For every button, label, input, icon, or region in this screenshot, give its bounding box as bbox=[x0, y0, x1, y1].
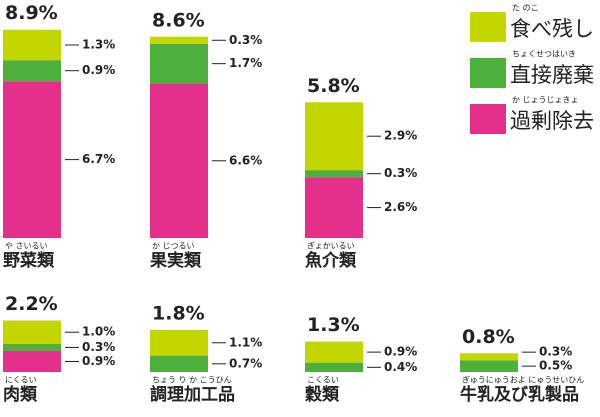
legend-reading: ちょくせつはいき bbox=[512, 50, 576, 59]
bar-segment bbox=[3, 343, 61, 351]
value-label: 0.3% bbox=[384, 166, 417, 180]
bar-segment bbox=[305, 170, 363, 178]
bar-segment bbox=[305, 102, 363, 171]
value-label: 0.3% bbox=[82, 340, 115, 354]
category-reading: ぎょかいるい bbox=[307, 241, 355, 251]
value-label: 0.7% bbox=[229, 356, 262, 370]
legend-label: 食べ残し bbox=[510, 17, 594, 41]
bar-segment bbox=[460, 360, 518, 372]
bar-segment bbox=[3, 81, 61, 238]
legend-swatch bbox=[470, 12, 506, 42]
bar-segment bbox=[150, 355, 208, 372]
category-label: 穀類 bbox=[305, 385, 340, 405]
value-label: 0.4% bbox=[384, 360, 417, 374]
total-label: 1.8% bbox=[152, 302, 205, 324]
total-label: 8.6% bbox=[152, 9, 205, 31]
bar-segment bbox=[3, 60, 61, 82]
bar-segment bbox=[150, 329, 208, 356]
legend-reading: か じょうじょきょ bbox=[512, 96, 579, 105]
value-label: 1.3% bbox=[82, 37, 115, 51]
bar-segment bbox=[305, 362, 363, 372]
category-reading: にくるい bbox=[5, 376, 37, 385]
value-label: 2.9% bbox=[384, 129, 417, 143]
total-label: 8.9% bbox=[5, 2, 58, 24]
bar-segment bbox=[150, 36, 208, 44]
value-label: 0.9% bbox=[82, 354, 115, 368]
category-label: 肉類 bbox=[3, 384, 38, 405]
legend-reading: た のこ bbox=[512, 4, 539, 13]
bar-segment bbox=[305, 177, 363, 238]
legend-label: 直接廃棄 bbox=[510, 63, 594, 87]
bar-segment bbox=[3, 320, 61, 344]
category-label: 野菜類 bbox=[3, 251, 55, 271]
total-label: 5.8% bbox=[307, 75, 360, 97]
value-label: 6.6% bbox=[229, 153, 262, 167]
category-reading: こくるい bbox=[307, 376, 339, 385]
value-label: 0.3% bbox=[229, 33, 262, 47]
bar-segment bbox=[305, 341, 363, 363]
value-label: 0.5% bbox=[539, 359, 572, 373]
category-reading: や さいるい bbox=[5, 242, 48, 251]
legend-label: 過剰除去 bbox=[510, 109, 594, 133]
value-label: 1.7% bbox=[229, 56, 262, 70]
value-label: 0.9% bbox=[384, 345, 417, 359]
category-label: 調理加工品 bbox=[150, 384, 235, 405]
total-label: 2.2% bbox=[5, 293, 58, 315]
legend-swatch bbox=[470, 104, 506, 134]
category-reading: か じつるい bbox=[152, 242, 195, 251]
category-label: 果実類 bbox=[150, 250, 202, 271]
total-label: 1.3% bbox=[307, 314, 360, 336]
value-label: 1.0% bbox=[82, 325, 115, 339]
bar-segment bbox=[150, 83, 208, 238]
value-label: 2.6% bbox=[384, 200, 417, 214]
value-label: 1.1% bbox=[229, 335, 262, 349]
legend-swatch bbox=[470, 58, 506, 88]
bar-segment bbox=[3, 350, 61, 372]
value-label: 0.9% bbox=[82, 63, 115, 77]
category-reading: ちょう り か こうひん bbox=[152, 376, 232, 385]
category-label: 牛乳及び乳製品 bbox=[460, 384, 579, 405]
value-label: 0.3% bbox=[539, 345, 572, 359]
total-label: 0.8% bbox=[462, 326, 515, 348]
category-reading: ぎゅうにゅうおよ にゅうせいひん bbox=[462, 375, 584, 385]
category-label: 魚介類 bbox=[305, 250, 357, 271]
bar-segment bbox=[150, 43, 208, 84]
bar-segment bbox=[3, 29, 61, 61]
bar-segment bbox=[460, 353, 518, 361]
value-label: 6.7% bbox=[82, 152, 115, 166]
